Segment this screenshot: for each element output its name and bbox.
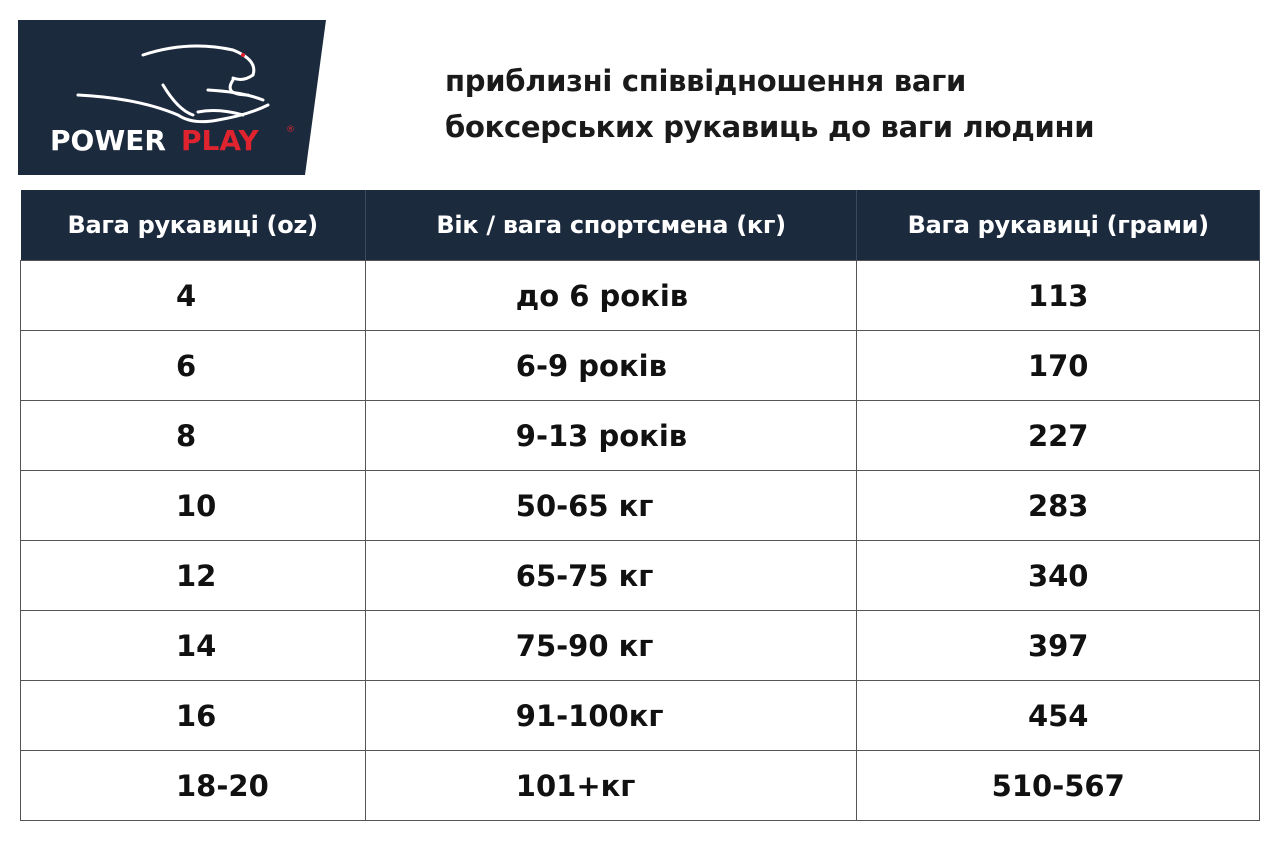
table-row: 14 75-90 кг 397 bbox=[20, 610, 1260, 681]
title-line-1: приблизні співвідношення ваги bbox=[445, 64, 966, 98]
cell-glove-grams: 340 bbox=[856, 540, 1260, 611]
cell-glove-grams: 283 bbox=[856, 470, 1260, 541]
table-row: 8 9-13 років 227 bbox=[20, 400, 1260, 471]
cell-age-weight: 75-90 кг bbox=[364, 610, 858, 681]
table-row: 4 до 6 років 113 bbox=[20, 260, 1260, 331]
cell-glove-oz: 8 bbox=[20, 400, 366, 471]
table-row: 12 65-75 кг 340 bbox=[20, 540, 1260, 611]
table-row: 18-20 101+кг 510-567 bbox=[20, 750, 1260, 821]
cell-glove-oz: 14 bbox=[20, 610, 366, 681]
cell-glove-oz: 16 bbox=[20, 680, 366, 751]
header-age-weight: Вік / вага спортсмена (кг) bbox=[365, 190, 858, 261]
registered-mark: ® bbox=[286, 125, 295, 135]
cell-glove-oz: 10 bbox=[20, 470, 366, 541]
cell-glove-grams: 113 bbox=[856, 260, 1260, 331]
table-row: 10 50-65 кг 283 bbox=[20, 470, 1260, 541]
table-header-row: Вага рукавиці (oz) Вік / вага спортсмена… bbox=[20, 190, 1260, 261]
table-row: 6 6-9 років 170 bbox=[20, 330, 1260, 401]
powerplay-logo: POWER PLAY ® bbox=[18, 20, 326, 175]
cell-age-weight: 101+кг bbox=[364, 750, 858, 821]
cell-age-weight: 6-9 років bbox=[364, 330, 858, 401]
logo-text-play: PLAY bbox=[181, 124, 259, 157]
title-line-2: боксерських рукавиць до ваги людини bbox=[445, 110, 1095, 144]
cell-glove-oz: 12 bbox=[20, 540, 366, 611]
cell-glove-grams: 170 bbox=[856, 330, 1260, 401]
cell-glove-grams: 227 bbox=[856, 400, 1260, 471]
cell-age-weight: 91-100кг bbox=[364, 680, 858, 751]
cell-glove-oz: 4 bbox=[20, 260, 366, 331]
cell-age-weight: 9-13 років bbox=[364, 400, 858, 471]
cell-glove-grams: 397 bbox=[856, 610, 1260, 681]
table-row: 16 91-100кг 454 bbox=[20, 680, 1260, 751]
header-glove-oz: Вага рукавиці (oz) bbox=[20, 190, 366, 261]
page-title: приблизні співвідношення ваги боксерськи… bbox=[445, 58, 1095, 150]
cell-glove-grams: 454 bbox=[856, 680, 1260, 751]
panther-icon bbox=[76, 44, 270, 124]
cell-age-weight: 50-65 кг bbox=[364, 470, 858, 541]
cell-age-weight: до 6 років bbox=[364, 260, 858, 331]
header-glove-grams: Вага рукавиці (грами) bbox=[856, 190, 1260, 261]
cell-age-weight: 65-75 кг bbox=[364, 540, 858, 611]
cell-glove-oz: 18-20 bbox=[20, 750, 366, 821]
glove-size-table: Вага рукавиці (oz) Вік / вага спортсмена… bbox=[20, 190, 1260, 821]
logo-text-power: POWER bbox=[50, 124, 166, 157]
cell-glove-oz: 6 bbox=[20, 330, 366, 401]
cell-glove-grams: 510-567 bbox=[856, 750, 1260, 821]
